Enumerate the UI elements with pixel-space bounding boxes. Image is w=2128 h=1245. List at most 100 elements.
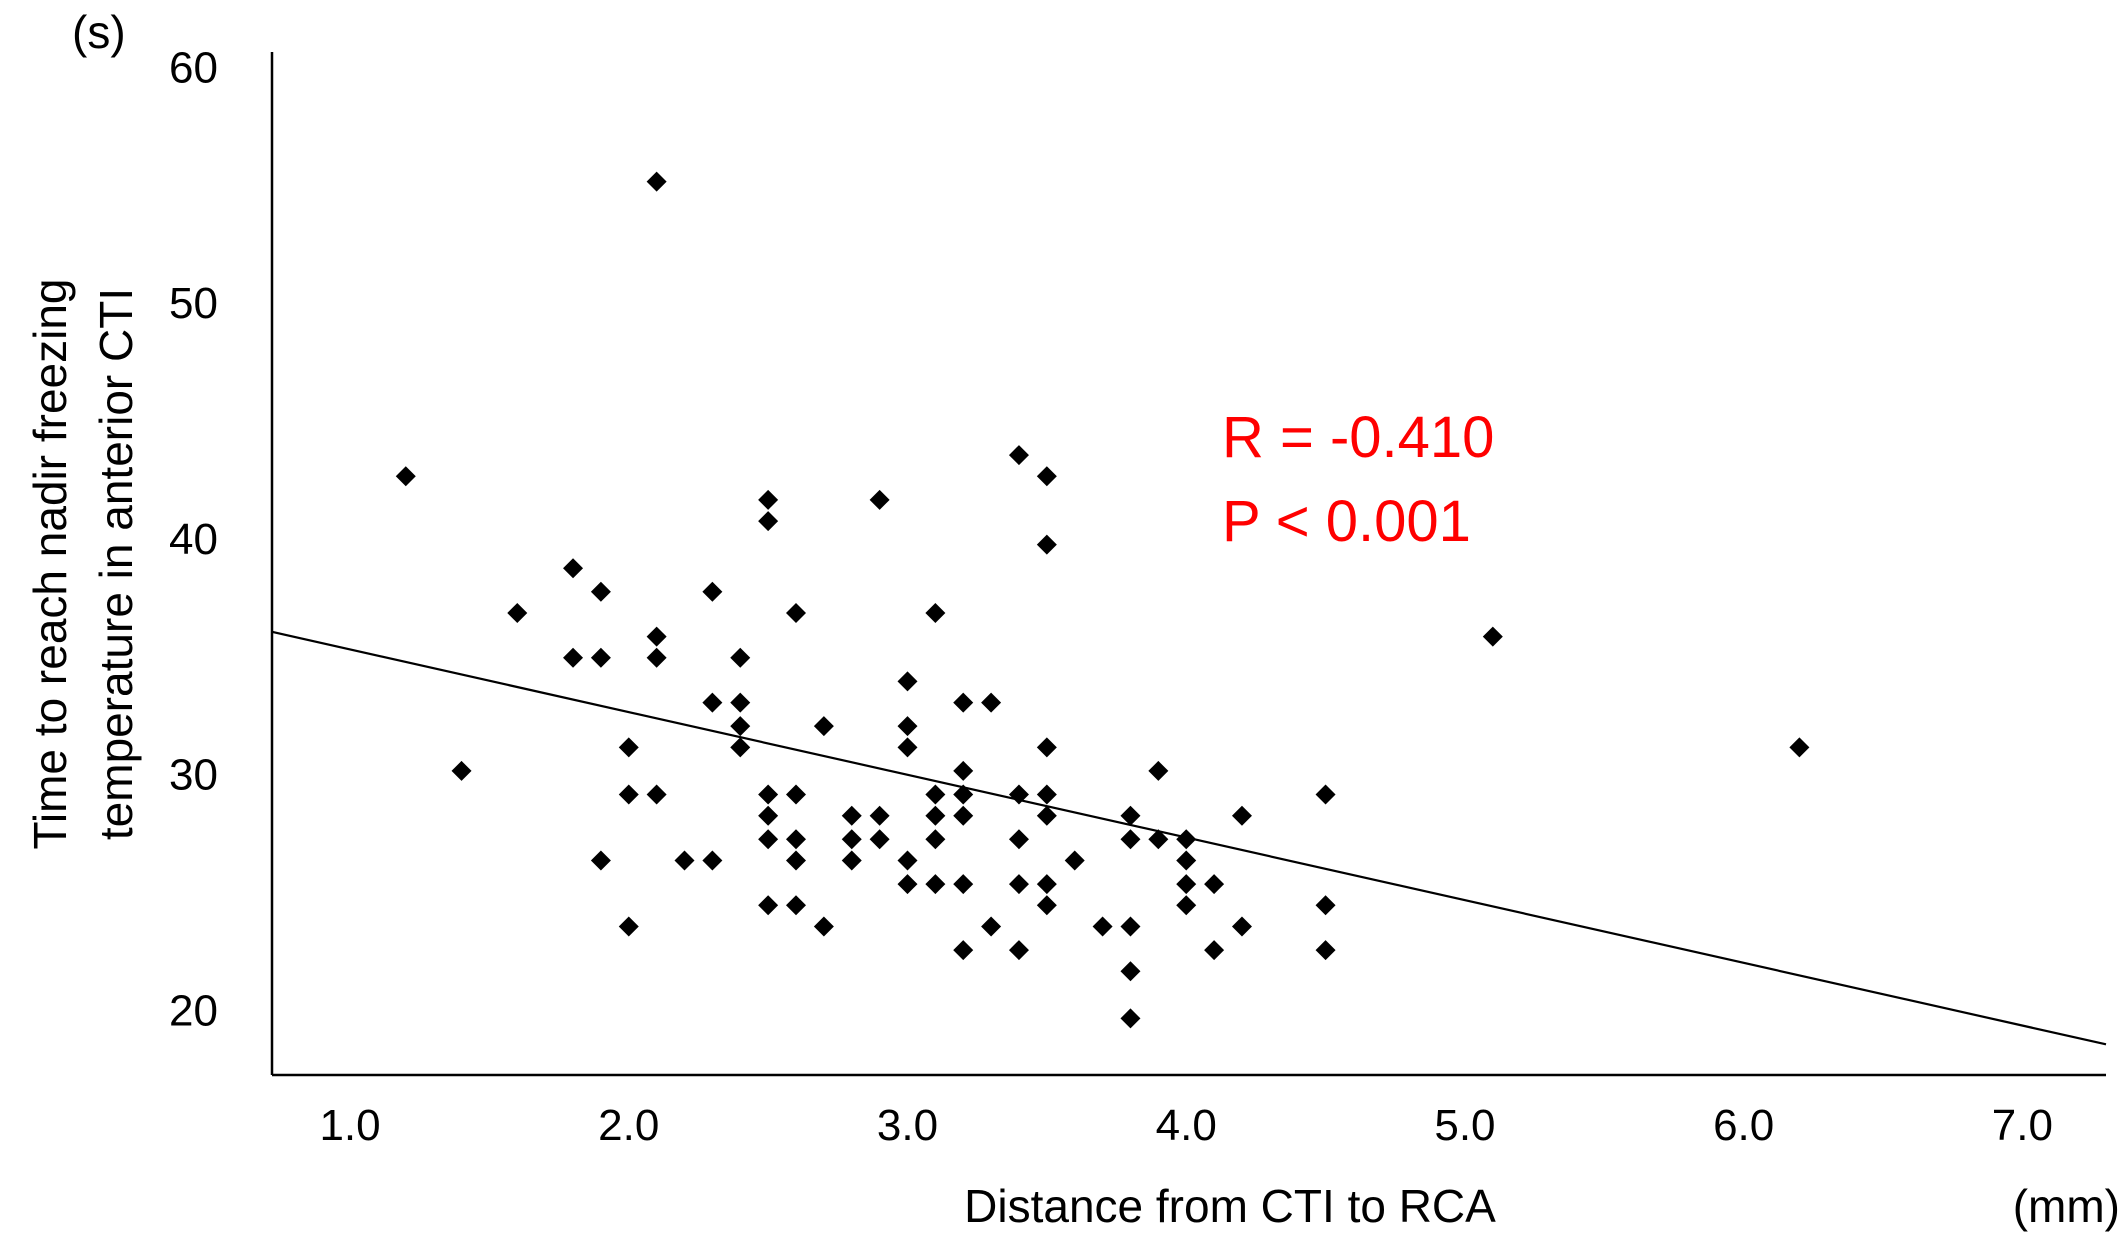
data-point [953,760,974,781]
data-point [1204,940,1225,961]
x-tick-label: 1.0 [319,1101,380,1150]
data-point [925,805,946,826]
y-axis-title-line-1: Time to reach nadir freezing [24,278,76,849]
data-point [1008,445,1029,466]
data-point [563,647,584,668]
data-point [1036,784,1057,805]
data-point [646,171,667,192]
correlation-annotation: R = -0.410 P < 0.001 [1222,405,1494,554]
data-point [730,716,751,737]
y-tick-labels: 20 30 40 50 60 [169,43,218,1035]
x-unit-label: (mm) [2013,1180,2120,1232]
data-point [953,784,974,805]
data-point [590,850,611,871]
data-point [507,603,528,623]
data-point [786,850,806,871]
data-point [730,692,751,713]
x-tick-label: 3.0 [877,1101,938,1150]
data-point [1176,829,1197,850]
data-point [786,603,806,623]
y-tick-label: 30 [169,751,218,800]
data-point [953,692,974,713]
data-points [395,171,1810,1029]
data-point [869,489,890,510]
data-point [1482,626,1503,647]
data-point [897,874,918,895]
data-point [786,784,806,805]
axes [270,52,2106,1077]
data-point [813,716,834,737]
data-point [590,647,611,668]
data-point [925,874,946,895]
data-point [1008,829,1029,850]
data-point [1036,874,1057,895]
data-point [451,760,472,781]
data-point [897,737,918,758]
y-unit-label: (s) [72,6,126,58]
correlation-r: R = -0.410 [1222,405,1494,470]
data-point [953,805,974,826]
data-point [1315,895,1336,916]
data-point [702,581,723,602]
data-point [563,558,584,579]
data-point [1315,940,1336,961]
data-point [869,805,890,826]
data-point [981,692,1002,713]
data-point [1036,534,1057,555]
data-point [730,647,751,668]
data-point [1120,829,1141,850]
x-tick-label: 4.0 [1156,1101,1217,1150]
data-point [590,581,611,602]
data-point [1120,961,1141,982]
data-point [758,784,779,805]
data-point [646,784,667,805]
data-point [953,940,974,961]
data-point [786,829,806,850]
data-point [925,829,946,850]
data-point [925,603,946,623]
x-tick-label: 2.0 [598,1101,659,1150]
data-point [925,784,946,805]
data-point [897,850,918,871]
data-point [618,784,639,805]
data-point [1789,737,1810,758]
data-point [1036,737,1057,758]
data-point [1148,760,1169,781]
data-point [674,850,695,871]
y-tick-label: 60 [169,43,218,92]
data-point [786,895,806,916]
data-point [758,489,779,510]
y-tick-label: 50 [169,279,218,328]
data-point [953,874,974,895]
data-point [646,626,667,647]
data-point [1148,829,1169,850]
data-point [1176,874,1197,895]
y-tick-label: 40 [169,515,218,564]
data-point [1120,805,1141,826]
y-axis-title: Time to reach nadir freezing temperature… [24,278,142,849]
data-point [981,916,1002,937]
data-point [758,829,779,850]
data-point [758,895,779,916]
data-point [1092,916,1113,937]
y-tick-label: 20 [169,986,218,1035]
data-point [1008,874,1029,895]
data-point [730,737,751,758]
data-point [1176,895,1197,916]
data-point [1120,1008,1141,1029]
data-point [702,850,723,871]
data-point [841,805,862,826]
x-tick-labels: 1.0 2.0 3.0 4.0 5.0 6.0 7.0 [319,1101,2053,1150]
data-point [813,916,834,937]
x-tick-label: 5.0 [1434,1101,1495,1150]
y-axis-title-line-2: temperature in anterior CTI [90,288,142,840]
x-axis-title: Distance from CTI to RCA [964,1180,1496,1232]
data-point [1036,895,1057,916]
data-point [1204,874,1225,895]
data-point [702,692,723,713]
data-point [841,850,862,871]
data-point [1036,466,1057,487]
data-point [758,805,779,826]
data-point [1231,805,1252,826]
